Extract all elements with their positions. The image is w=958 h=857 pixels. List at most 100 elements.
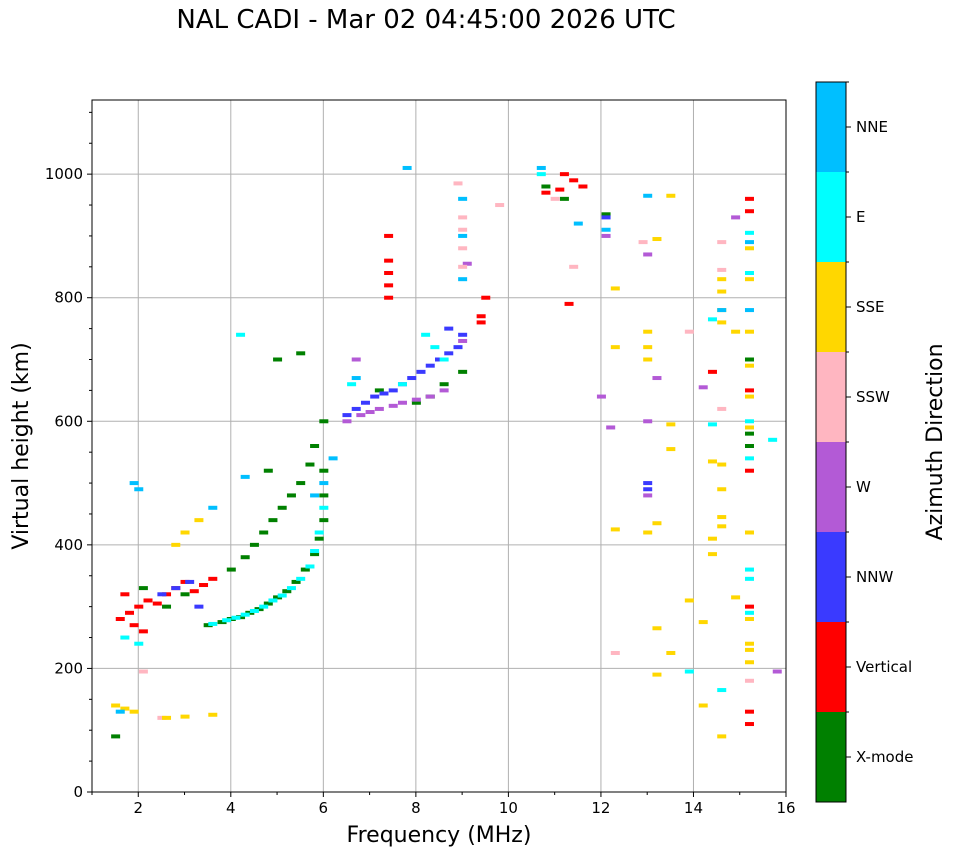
- data-point-sse: [698, 620, 708, 625]
- data-point-nne: [319, 481, 329, 486]
- x-tick-label: 10: [499, 799, 518, 817]
- colorbar-label-nne: NNE: [856, 118, 888, 136]
- data-point-sse: [717, 277, 727, 282]
- colorbar-label-x-mode: X-mode: [856, 748, 913, 766]
- colorbar-label-ssw: SSW: [856, 388, 890, 406]
- data-point-x-mode: [300, 567, 310, 572]
- data-point-sse: [610, 345, 620, 350]
- data-point-vertical: [744, 722, 754, 727]
- data-point-sse: [666, 447, 676, 452]
- y-tick-label: 800: [54, 289, 83, 307]
- x-tick-label: 16: [776, 799, 795, 817]
- data-point-e: [707, 317, 717, 322]
- data-point-sse: [194, 518, 204, 523]
- data-point-x-mode: [236, 615, 246, 620]
- data-point-nnw: [435, 357, 444, 362]
- data-point-vertical: [143, 598, 153, 603]
- data-point-nnw: [444, 351, 454, 356]
- data-point-vertical: [569, 178, 579, 183]
- data-point-w: [652, 376, 662, 381]
- data-point-ssw: [569, 264, 579, 269]
- data-point-w: [462, 261, 472, 266]
- data-point-nne: [402, 165, 412, 170]
- data-point-e: [305, 564, 315, 569]
- data-point-x-mode: [217, 620, 227, 625]
- data-point-vertical: [129, 623, 139, 628]
- data-point-x-mode: [601, 212, 611, 217]
- data-point-e: [421, 332, 431, 337]
- data-point-nnw: [342, 413, 352, 418]
- data-point-nnw: [416, 369, 426, 374]
- data-point-vertical: [138, 629, 148, 634]
- data-point-vertical: [384, 283, 394, 288]
- data-point-vertical: [125, 610, 135, 615]
- data-point-nne: [134, 487, 144, 492]
- data-point-sse: [162, 715, 172, 720]
- data-point-e: [286, 586, 296, 591]
- y-tick-label: 1000: [45, 165, 83, 183]
- data-point-sse: [744, 425, 754, 430]
- data-point-ssw: [138, 669, 148, 674]
- data-point-vertical: [707, 369, 717, 374]
- data-point-vertical: [559, 172, 569, 177]
- data-point-ssw: [458, 227, 468, 232]
- data-point-sse: [717, 289, 727, 294]
- data-point-e: [208, 621, 218, 626]
- colorbar-segment: [816, 532, 846, 622]
- grid-lines: [92, 100, 787, 793]
- data-point-w: [356, 413, 366, 418]
- data-point-nne: [458, 233, 468, 238]
- data-point-nnw: [171, 586, 181, 591]
- data-point-x-mode: [286, 493, 296, 498]
- data-point-nne: [744, 240, 754, 245]
- data-point-nne: [458, 277, 468, 282]
- colorbar-segment: [816, 442, 846, 532]
- data-point-e: [249, 608, 259, 613]
- data-point-ssw: [453, 181, 463, 186]
- colorbar-label-vertical: Vertical: [856, 658, 912, 676]
- data-point-e: [222, 618, 232, 623]
- data-point-nnw: [185, 579, 195, 584]
- data-point-sse: [129, 709, 139, 714]
- data-point-e: [240, 612, 250, 617]
- data-point-vertical: [744, 709, 754, 714]
- data-point-nne: [129, 481, 139, 486]
- data-point-vertical: [384, 271, 394, 275]
- data-point-sse: [684, 598, 694, 603]
- data-point-nnw: [444, 326, 454, 331]
- data-point-w: [596, 394, 606, 399]
- data-point-e: [744, 456, 754, 461]
- data-point-sse: [744, 530, 754, 535]
- data-point-vertical: [555, 187, 565, 192]
- data-point-e: [744, 419, 754, 424]
- y-tick-label: 200: [54, 659, 83, 677]
- data-point-w: [643, 419, 653, 424]
- data-point-nnw: [458, 332, 468, 337]
- data-point-vertical: [199, 583, 209, 588]
- data-point-nnw: [601, 215, 611, 220]
- data-point-x-mode: [314, 536, 324, 541]
- data-point-ssw: [458, 264, 468, 269]
- data-point-vertical: [541, 190, 551, 195]
- data-point-sse: [744, 394, 754, 399]
- x-axis-ticks: 2 4 6 8 10 12 14 16: [91, 792, 796, 817]
- data-point-x-mode: [226, 617, 236, 621]
- data-point-w: [351, 357, 361, 362]
- data-point-sse: [643, 345, 653, 350]
- data-point-x-mode: [273, 595, 283, 600]
- data-point-sse: [744, 647, 754, 652]
- data-point-nnw: [643, 487, 653, 492]
- data-point-sse: [744, 329, 754, 334]
- data-point-e: [744, 576, 754, 581]
- data-point-nne: [328, 456, 338, 461]
- data-point-sse: [643, 329, 653, 334]
- data-point-e: [277, 593, 287, 598]
- data-point-w: [439, 388, 449, 393]
- colorbar-frame: [815, 81, 847, 803]
- data-point-x-mode: [296, 351, 306, 356]
- data-point-sse: [717, 734, 727, 739]
- data-point-sse: [666, 422, 676, 427]
- data-point-x-mode: [319, 518, 329, 523]
- colorbar-segment: [816, 262, 846, 352]
- data-point-sse: [666, 650, 676, 655]
